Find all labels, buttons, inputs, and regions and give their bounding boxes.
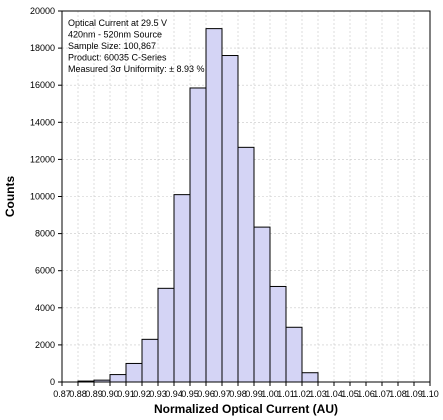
x-tick-label: 0.92 bbox=[133, 389, 151, 399]
x-tick-label: 1.01 bbox=[277, 389, 295, 399]
annotation-line-3: Sample Size: 100,867 bbox=[68, 41, 156, 51]
x-axis-title: Normalized Optical Current (AU) bbox=[154, 402, 338, 416]
x-tick-label: 1.05 bbox=[341, 389, 359, 399]
y-tick-label: 0 bbox=[50, 377, 55, 387]
histogram-bars bbox=[77, 28, 319, 383]
y-tick-label: 20000 bbox=[30, 6, 55, 16]
histogram-bar bbox=[301, 372, 319, 383]
x-tick-label: 1.06 bbox=[357, 389, 375, 399]
x-tick-label: 0.94 bbox=[165, 389, 183, 399]
x-tick-label: 1.09 bbox=[405, 389, 423, 399]
x-tick-label: 1.07 bbox=[373, 389, 391, 399]
x-tick-label: 0.96 bbox=[197, 389, 215, 399]
x-tick-label: 0.99 bbox=[245, 389, 263, 399]
histogram-bar bbox=[237, 146, 255, 383]
histogram-bar bbox=[253, 226, 271, 383]
x-tick-label: 0.98 bbox=[229, 389, 247, 399]
annotation-box: Optical Current at 29.5 V 420nm - 520nm … bbox=[68, 18, 205, 74]
y-tick-label: 4000 bbox=[35, 303, 55, 313]
x-tick-label: 0.87 bbox=[53, 389, 71, 399]
x-tick-label: 0.91 bbox=[117, 389, 135, 399]
histogram-bar bbox=[205, 28, 223, 383]
y-tick-label: 2000 bbox=[35, 340, 55, 350]
annotation-line-5: Measured 3σ Uniformity: ± 8.93 % bbox=[68, 64, 205, 74]
annotation-line-1: Optical Current at 29.5 V bbox=[68, 18, 167, 28]
x-tick-label: 1.10 bbox=[421, 389, 439, 399]
x-tick-label: 1.08 bbox=[389, 389, 407, 399]
x-tick-label: 1.03 bbox=[309, 389, 327, 399]
y-axis-title: Counts bbox=[3, 176, 17, 218]
x-tick-label: 0.95 bbox=[181, 389, 199, 399]
y-tick-label: 16000 bbox=[30, 80, 55, 90]
x-tick-label: 1.00 bbox=[261, 389, 279, 399]
x-axis-ticks: 0.870.880.890.900.910.920.930.940.950.96… bbox=[53, 382, 439, 399]
y-tick-label: 8000 bbox=[35, 229, 55, 239]
y-tick-label: 6000 bbox=[35, 266, 55, 276]
histogram-bar bbox=[173, 194, 191, 383]
x-tick-label: 0.90 bbox=[101, 389, 119, 399]
y-tick-label: 12000 bbox=[30, 154, 55, 164]
y-axis-ticks: 0 2000 4000 6000 8000 10000 12000 14000 16000 180… bbox=[30, 6, 62, 387]
x-tick-label: 1.02 bbox=[293, 389, 311, 399]
x-tick-label: 1.04 bbox=[325, 389, 343, 399]
histogram-bar bbox=[157, 287, 175, 383]
y-tick-label: 18000 bbox=[30, 43, 55, 53]
x-tick-label: 0.97 bbox=[213, 389, 231, 399]
annotation-line-2: 420nm - 520nm Source bbox=[68, 30, 162, 40]
y-tick-label: 14000 bbox=[30, 117, 55, 127]
x-tick-label: 0.93 bbox=[149, 389, 167, 399]
histogram-bar bbox=[141, 338, 159, 383]
annotation-line-4: Product: 60035 C-Series bbox=[68, 53, 167, 63]
x-tick-label: 0.89 bbox=[85, 389, 103, 399]
histogram-bar bbox=[221, 55, 239, 383]
histogram-bar bbox=[285, 326, 303, 383]
histogram-bar bbox=[269, 285, 287, 383]
x-tick-label: 0.88 bbox=[69, 389, 87, 399]
histogram-bar bbox=[109, 374, 127, 383]
histogram-bar bbox=[189, 87, 207, 383]
y-tick-label: 10000 bbox=[30, 192, 55, 202]
histogram-bar bbox=[125, 362, 143, 383]
